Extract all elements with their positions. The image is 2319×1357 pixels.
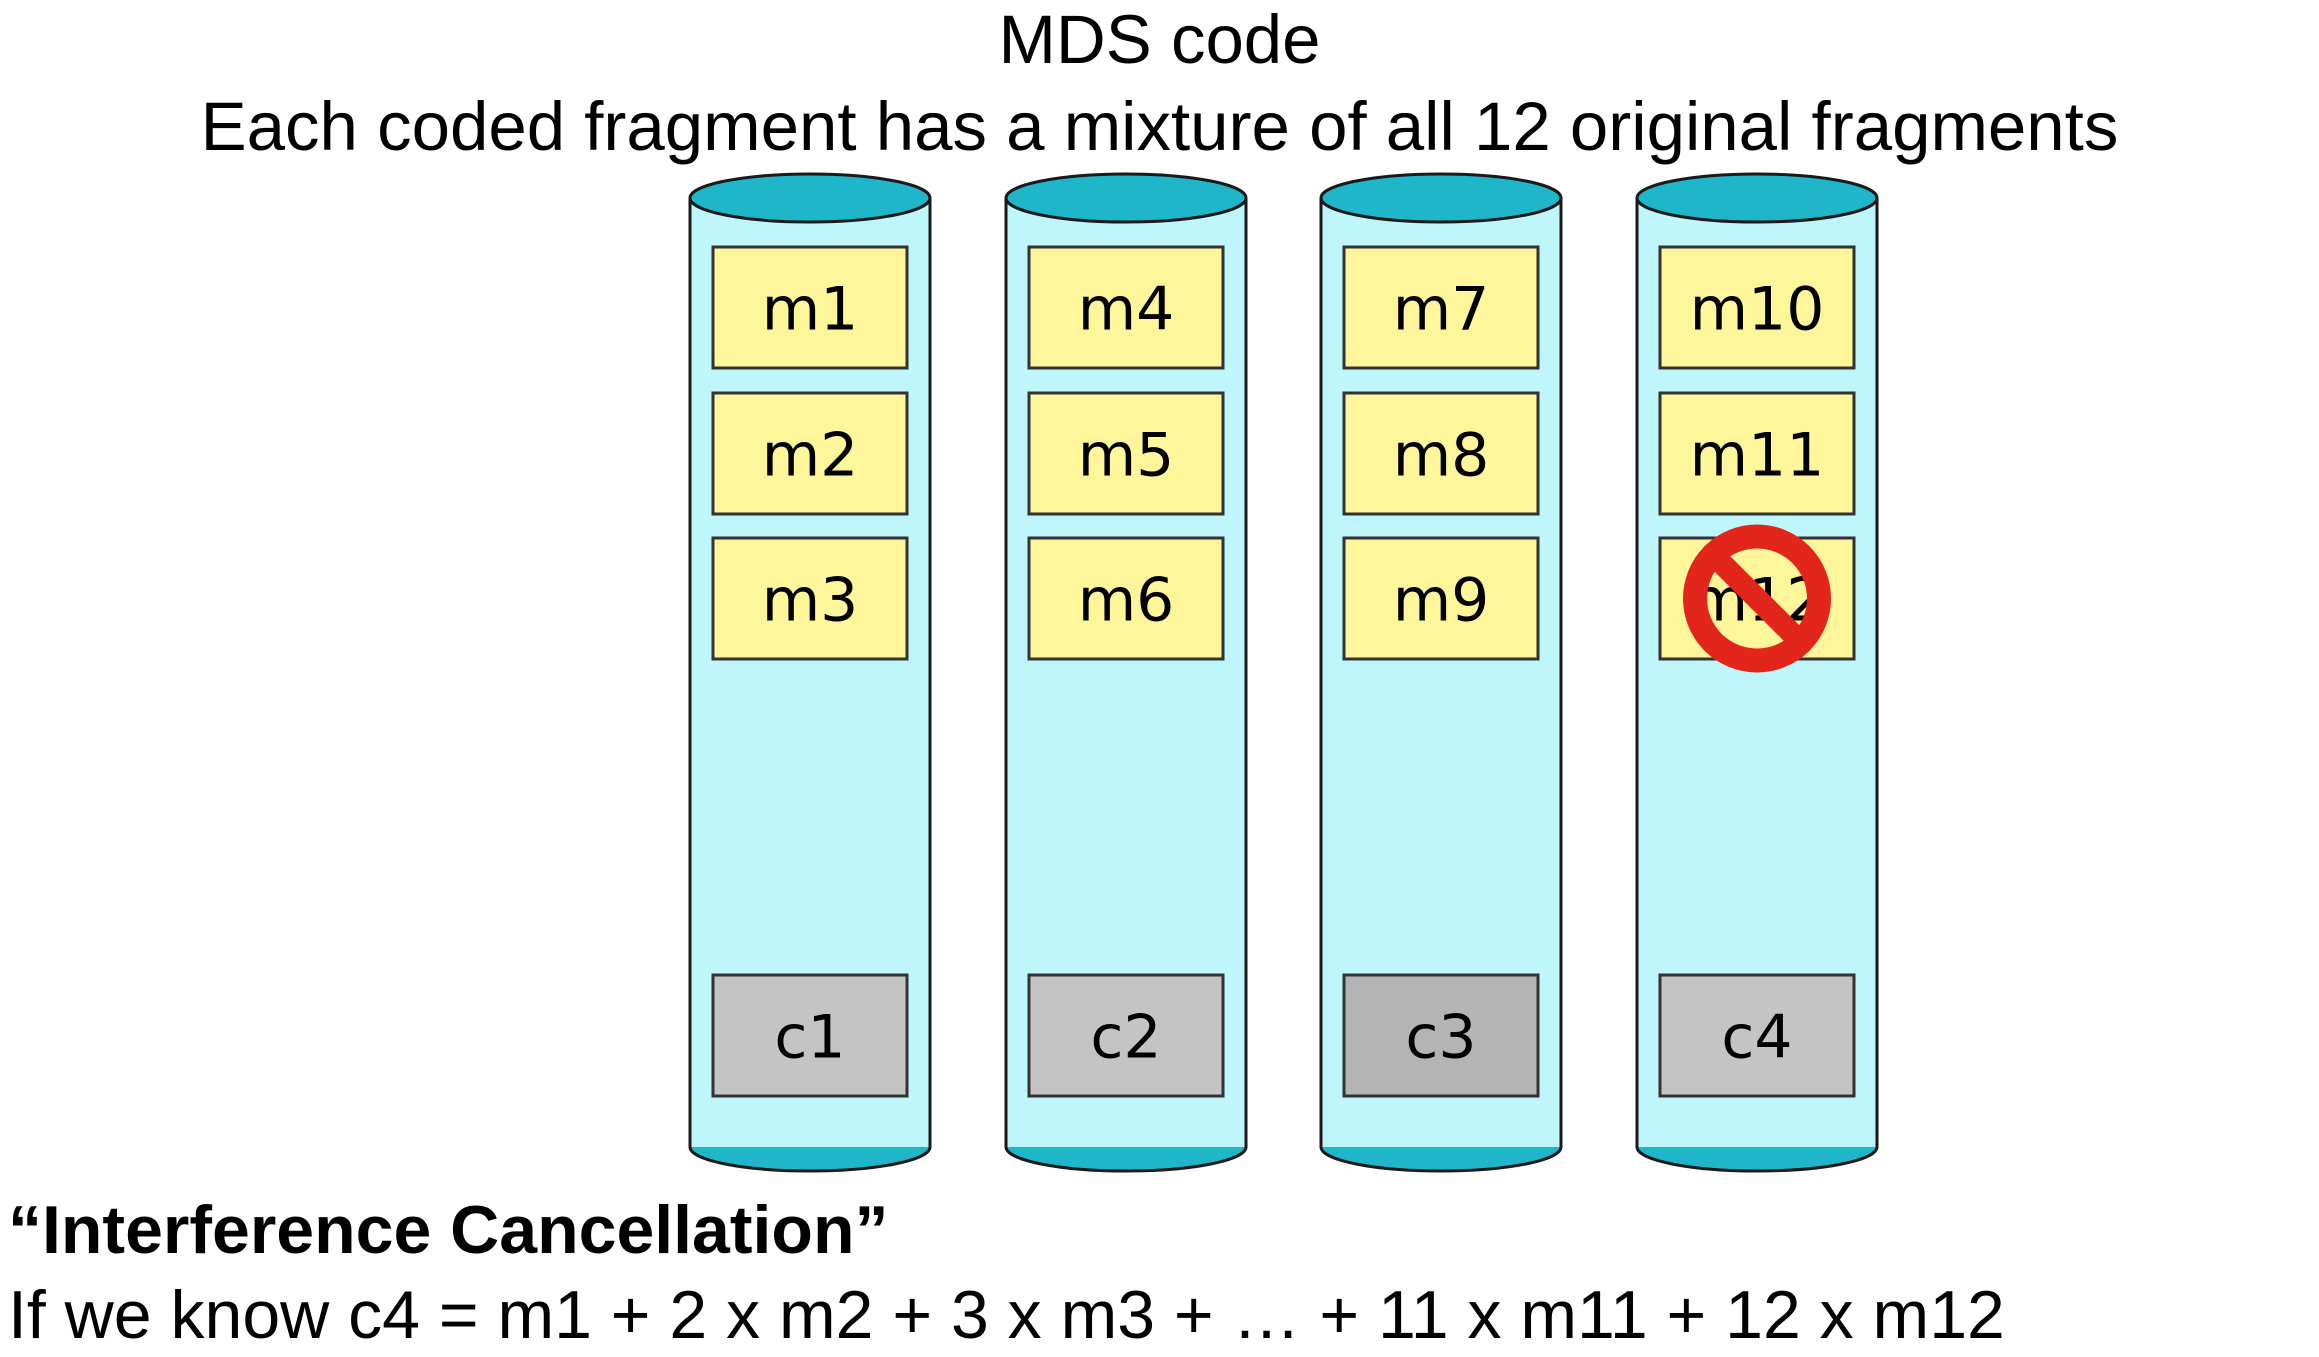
original-fragment: m8 — [1342, 391, 1540, 516]
coded-fragment: c1 — [711, 973, 909, 1098]
prohibited-slash — [1705, 546, 1809, 651]
fragment-label: m3 — [762, 566, 859, 636]
coded-fragment: c2 — [1027, 973, 1225, 1098]
fragment-label: m10 — [1690, 275, 1825, 345]
fragment-box — [1027, 536, 1225, 661]
fragment-label: m4 — [1078, 275, 1175, 345]
original-fragment: m1 — [711, 245, 909, 370]
original-fragment: m3 — [711, 536, 909, 661]
coded-fragment: c3 — [1342, 973, 1540, 1098]
title: MDS code — [998, 1, 1321, 78]
equation-text: If we know c4 = m1 + 2 x m2 + 3 x m3 + …… — [8, 1277, 2005, 1353]
fragment-box — [711, 391, 909, 516]
section-heading: “Interference Cancellation” — [8, 1192, 889, 1268]
storage-node: m4 m5 m6 c2 — [1004, 172, 1248, 1173]
original-fragment: m6 — [1027, 536, 1225, 661]
fragment-label: c2 — [1090, 1003, 1161, 1073]
original-fragment: m12 — [1658, 524, 1856, 673]
fragment-box — [1342, 536, 1540, 661]
fragment-box — [1342, 973, 1540, 1098]
fragment-label: m8 — [1393, 421, 1490, 491]
cylinder-top-cap — [688, 172, 932, 224]
fragment-label: m1 — [762, 275, 859, 345]
fragment-box — [1658, 973, 1856, 1098]
fragment-label: c3 — [1405, 1003, 1476, 1073]
fragment-label: c4 — [1721, 1003, 1792, 1073]
original-fragment: m7 — [1342, 245, 1540, 370]
prohibited-icon — [1683, 524, 1831, 673]
fragment-box — [711, 245, 909, 370]
subtitle: Each coded fragment has a mixture of all… — [200, 88, 2119, 165]
original-fragment: m5 — [1027, 391, 1225, 516]
original-fragment: m4 — [1027, 245, 1225, 370]
original-fragment: m2 — [711, 391, 909, 516]
fragment-box — [711, 536, 909, 661]
coded-fragment: c4 — [1658, 973, 1856, 1098]
storage-node: m10 m11 m12 c4 — [1635, 172, 1879, 1173]
storage-node: m1 m2 m3 c1 — [688, 172, 932, 1173]
prohibited-ring — [1683, 524, 1831, 673]
fragment-label: m6 — [1078, 566, 1175, 636]
cylinder-top-cap — [1004, 172, 1248, 224]
fragment-box — [711, 973, 909, 1098]
fragment-box — [1027, 973, 1225, 1098]
original-fragment: m9 — [1342, 536, 1540, 661]
fragment-label: m11 — [1690, 421, 1825, 491]
original-fragment: m10 — [1658, 245, 1856, 370]
original-fragment: m11 — [1658, 391, 1856, 516]
fragment-label: m2 — [762, 421, 859, 491]
cylinder-top-cap — [1635, 172, 1879, 224]
fragment-label: c1 — [774, 1003, 845, 1073]
cylinder-top-cap — [1319, 172, 1563, 224]
fragment-label: m9 — [1393, 566, 1490, 636]
fragment-box — [1342, 245, 1540, 370]
fragment-box — [1658, 245, 1856, 370]
storage-node: m7 m8 m9 c3 — [1319, 172, 1563, 1173]
fragment-box — [1342, 391, 1540, 516]
fragment-box — [1027, 245, 1225, 370]
fragment-label: m5 — [1078, 421, 1175, 491]
fragment-label: m7 — [1393, 275, 1490, 345]
fragment-box — [1027, 391, 1225, 516]
fragment-box — [1658, 391, 1856, 516]
